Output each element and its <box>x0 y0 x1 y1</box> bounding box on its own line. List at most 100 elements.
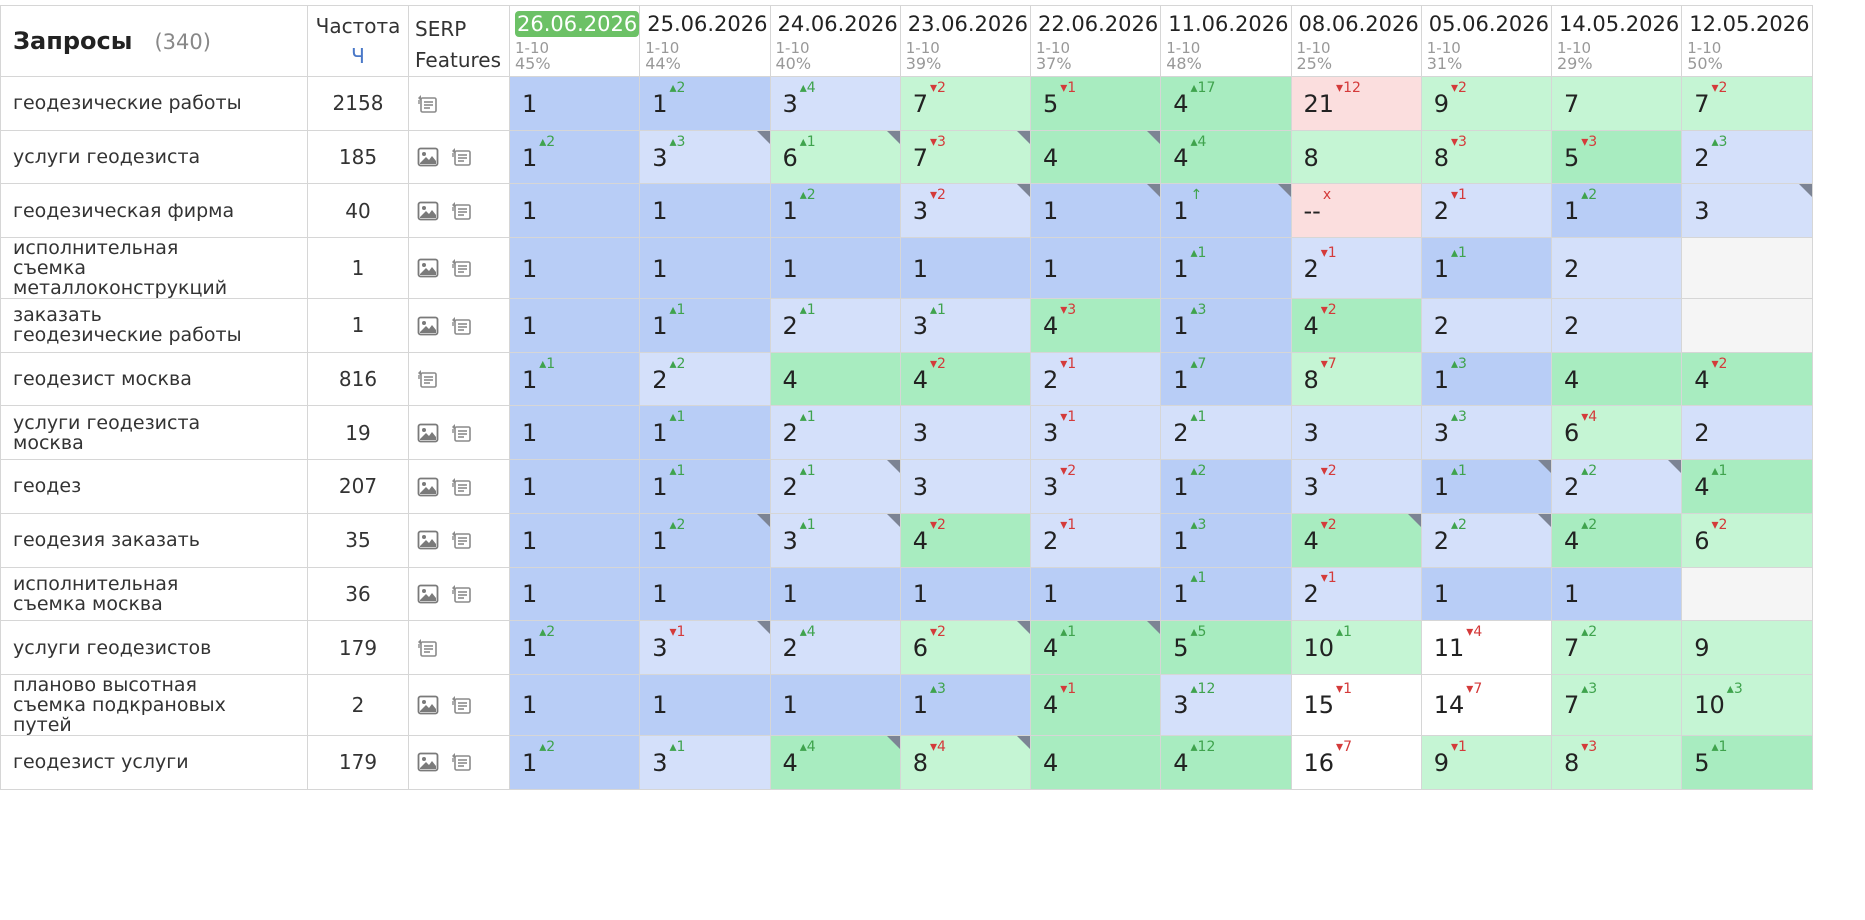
position-cell[interactable]: 1 <box>508 183 641 239</box>
date-header-4[interactable]: 22.06.2026 1-10 37% <box>1029 5 1162 77</box>
query-cell[interactable]: геодез <box>0 459 308 514</box>
position-cell[interactable]: 1▴1 <box>1420 237 1553 300</box>
position-cell[interactable]: 1 <box>508 405 641 461</box>
position-cell[interactable]: 1▴2 <box>639 512 771 568</box>
snippet-icon[interactable] <box>451 477 473 497</box>
date-header-3[interactable]: 23.06.2026 1-10 39% <box>899 5 1032 77</box>
snippet-icon[interactable] <box>451 147 473 167</box>
position-cell[interactable]: 4 <box>769 351 901 407</box>
position-cell[interactable]: 2▾1 <box>1029 512 1162 568</box>
image-icon[interactable] <box>417 530 439 550</box>
snippet-icon[interactable] <box>417 369 439 389</box>
query-cell[interactable]: планово высотная съемка подкрановых путе… <box>0 673 308 736</box>
position-cell[interactable]: 9▾2 <box>1420 76 1553 131</box>
position-cell[interactable]: 5▴1 <box>1681 734 1813 790</box>
position-cell[interactable]: 5▾1 <box>1029 76 1162 131</box>
position-cell[interactable]: 1 <box>1420 566 1553 622</box>
position-cell[interactable]: 1 <box>508 566 641 622</box>
position-cell[interactable]: 5▾3 <box>1550 129 1683 185</box>
position-cell[interactable]: 3▴1 <box>899 298 1032 353</box>
date-header-1[interactable]: 25.06.2026 1-10 44% <box>639 5 771 77</box>
position-cell[interactable]: 4▴12 <box>1160 734 1292 790</box>
snippet-icon[interactable] <box>451 584 473 604</box>
position-cell[interactable]: 9▾1 <box>1420 734 1553 790</box>
position-cell[interactable]: 6▾2 <box>899 620 1032 675</box>
position-cell[interactable]: 2▴1 <box>769 459 901 514</box>
position-cell[interactable]: 6▾2 <box>1681 512 1813 568</box>
position-cell[interactable]: 3▴1 <box>769 512 901 568</box>
image-icon[interactable] <box>417 147 439 167</box>
image-icon[interactable] <box>417 258 439 278</box>
position-cell[interactable]: 2▴2 <box>639 351 771 407</box>
date-header-9[interactable]: 12.05.2026 1-10 50% <box>1681 5 1813 77</box>
position-cell[interactable]: 4▴1 <box>1029 620 1162 675</box>
position-cell[interactable]: 3▴12 <box>1160 673 1292 736</box>
snippet-icon[interactable] <box>451 752 473 772</box>
position-cell[interactable]: 2 <box>1681 405 1813 461</box>
position-cell[interactable]: 4▴4 <box>1160 129 1292 185</box>
position-cell[interactable]: 3 <box>899 405 1032 461</box>
position-cell[interactable]: --x <box>1290 183 1422 239</box>
date-header-5[interactable]: 11.06.2026 1-10 48% <box>1160 5 1292 77</box>
position-cell[interactable]: 1 <box>508 298 641 353</box>
position-cell[interactable]: 1 <box>769 566 901 622</box>
image-icon[interactable] <box>417 752 439 772</box>
position-cell[interactable]: 4▾2 <box>1290 512 1422 568</box>
position-cell[interactable]: 16▾7 <box>1290 734 1422 790</box>
position-cell[interactable]: 1▴2 <box>508 129 641 185</box>
position-cell[interactable]: 7▾3 <box>899 129 1032 185</box>
query-cell[interactable]: услуги геодезиста москва <box>0 405 308 461</box>
position-cell[interactable]: 1▴2 <box>508 734 641 790</box>
query-cell[interactable]: геодезист москва <box>0 351 308 407</box>
position-cell[interactable]: 1 <box>769 673 901 736</box>
query-cell[interactable]: услуги геодезистов <box>0 620 308 675</box>
position-cell[interactable]: 1▴2 <box>1550 183 1683 239</box>
query-cell[interactable]: геодезические работы <box>0 76 308 131</box>
position-cell[interactable]: 7▾2 <box>1681 76 1813 131</box>
position-cell[interactable]: 3▴4 <box>769 76 901 131</box>
position-cell[interactable]: 1▴1 <box>639 298 771 353</box>
position-cell[interactable]: 10▴1 <box>1290 620 1422 675</box>
position-cell[interactable]: 1▴3 <box>1420 351 1553 407</box>
position-cell[interactable]: 3▾2 <box>1029 459 1162 514</box>
date-header-6[interactable]: 08.06.2026 1-10 25% <box>1290 5 1422 77</box>
position-cell[interactable]: 9 <box>1681 620 1813 675</box>
position-cell[interactable]: 2▴1 <box>1160 405 1292 461</box>
image-icon[interactable] <box>417 423 439 443</box>
position-cell[interactable]: 2▴1 <box>769 405 901 461</box>
position-cell[interactable]: 14▾7 <box>1420 673 1553 736</box>
frequency-header[interactable]: Частота Ч <box>307 5 409 77</box>
position-cell[interactable]: 15▾1 <box>1290 673 1422 736</box>
position-cell[interactable]: 3▾2 <box>899 183 1032 239</box>
position-cell[interactable]: 4▴2 <box>1550 512 1683 568</box>
position-cell[interactable]: 5▴5 <box>1160 620 1292 675</box>
image-icon[interactable] <box>417 584 439 604</box>
date-header-2[interactable]: 24.06.2026 1-10 40% <box>769 5 901 77</box>
position-cell[interactable]: 1▴3 <box>1160 298 1292 353</box>
position-cell[interactable]: 3 <box>899 459 1032 514</box>
position-cell[interactable]: 3▾2 <box>1290 459 1422 514</box>
position-cell[interactable]: 4▴17 <box>1160 76 1292 131</box>
image-icon[interactable] <box>417 316 439 336</box>
snippet-icon[interactable] <box>451 695 473 715</box>
position-cell[interactable]: 2▾1 <box>1290 237 1422 300</box>
position-cell[interactable] <box>1681 237 1813 300</box>
position-cell[interactable]: 1 <box>639 673 771 736</box>
position-cell[interactable]: 1▴3 <box>899 673 1032 736</box>
position-cell[interactable]: 1 <box>899 237 1032 300</box>
position-cell[interactable]: 1▴2 <box>639 76 771 131</box>
queries-header[interactable]: Запросы (340) <box>0 5 308 77</box>
query-cell[interactable]: геодезия заказать <box>0 512 308 568</box>
position-cell[interactable]: 4▾1 <box>1029 673 1162 736</box>
query-cell[interactable]: геодезическая фирма <box>0 183 308 239</box>
position-cell[interactable]: 2▴3 <box>1681 129 1813 185</box>
frequency-unit-link[interactable]: Ч <box>351 44 365 68</box>
position-cell[interactable]: 3 <box>1681 183 1813 239</box>
position-cell[interactable]: 8 <box>1290 129 1422 185</box>
position-cell[interactable]: 2 <box>1420 298 1553 353</box>
position-cell[interactable] <box>1681 298 1813 353</box>
position-cell[interactable]: 1↑ <box>1160 183 1292 239</box>
position-cell[interactable]: 2▴2 <box>1550 459 1683 514</box>
position-cell[interactable]: 1▴3 <box>1160 512 1292 568</box>
position-cell[interactable]: 3 <box>1290 405 1422 461</box>
